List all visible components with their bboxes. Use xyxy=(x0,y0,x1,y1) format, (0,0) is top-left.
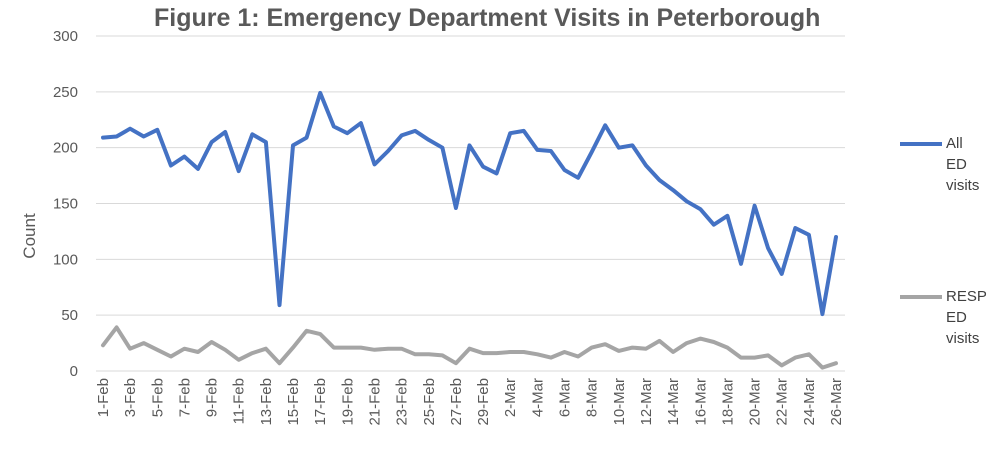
x-tick-label: 20-Mar xyxy=(747,378,764,426)
x-tick-label: 11-Feb xyxy=(231,378,248,424)
y-tick-label: 300 xyxy=(53,28,78,45)
x-tick-label: 23-Feb xyxy=(394,378,411,426)
series-lines xyxy=(101,90,838,370)
y-axis-label: Count xyxy=(20,213,39,259)
legend-swatch xyxy=(900,295,942,299)
x-tick-label: 16-Mar xyxy=(692,378,709,426)
x-tick-label: 18-Mar xyxy=(719,378,736,426)
legend-label: visits xyxy=(946,177,980,194)
legend-label: ED xyxy=(946,309,967,326)
gridlines xyxy=(96,35,845,372)
x-tick-label: 22-Mar xyxy=(774,378,791,426)
x-axis-ticks: 1-Feb 3-Feb 5-Feb 7-Feb 9-Feb 11-Feb 13-Feb 15-… xyxy=(95,378,845,426)
x-tick-label: 4-Mar xyxy=(529,378,546,417)
legend-text: All ED visits xyxy=(946,133,994,196)
y-tick-label: 50 xyxy=(61,307,78,324)
x-tick-label: 7-Feb xyxy=(176,378,193,417)
x-tick-label: 3-Feb xyxy=(122,378,139,417)
y-tick-label: 0 xyxy=(70,363,78,380)
legend-swatch xyxy=(900,142,942,146)
x-tick-label: 2-Mar xyxy=(502,378,519,417)
x-tick-label: 8-Mar xyxy=(584,378,601,417)
x-tick-label: 6-Mar xyxy=(557,378,574,417)
x-tick-label: 19-Feb xyxy=(339,378,356,426)
legend-label: RESP xyxy=(946,288,987,305)
x-tick-label: 24-Mar xyxy=(801,378,818,426)
x-tick-label: 26-Mar xyxy=(828,378,845,426)
x-tick-label: 10-Mar xyxy=(611,378,628,426)
y-tick-label: 150 xyxy=(53,196,78,213)
x-tick-label: 5-Feb xyxy=(149,378,166,417)
y-tick-label: 250 xyxy=(53,84,78,101)
chart-title: Figure 1: Emergency Department Visits in… xyxy=(154,4,821,32)
x-tick-label: 25-Feb xyxy=(421,378,438,426)
x-tick-label: 9-Feb xyxy=(204,378,221,417)
series-line-all-ed-visits xyxy=(101,90,838,317)
x-tick-label: 15-Feb xyxy=(285,378,302,426)
y-axis-ticks: 0 50 100 150 200 250 300 xyxy=(53,28,78,380)
x-tick-label: 17-Feb xyxy=(312,378,329,426)
x-tick-label: 14-Mar xyxy=(665,378,682,426)
series-line-resp-ed-visits xyxy=(101,325,838,370)
x-tick-label: 1-Feb xyxy=(95,378,112,417)
x-tick-label: 21-Feb xyxy=(366,378,383,426)
x-tick-label: 12-Mar xyxy=(638,378,655,426)
legend-text: RESP ED visits xyxy=(946,286,994,349)
x-tick-label: 27-Feb xyxy=(448,378,465,426)
y-tick-label: 100 xyxy=(53,251,78,268)
legend-label: visits xyxy=(946,330,980,347)
legend-label: All xyxy=(946,135,963,152)
x-tick-label: 29-Feb xyxy=(475,378,492,426)
legend-label: ED xyxy=(946,156,967,173)
x-tick-label: 13-Feb xyxy=(258,378,275,426)
y-tick-label: 200 xyxy=(53,140,78,157)
